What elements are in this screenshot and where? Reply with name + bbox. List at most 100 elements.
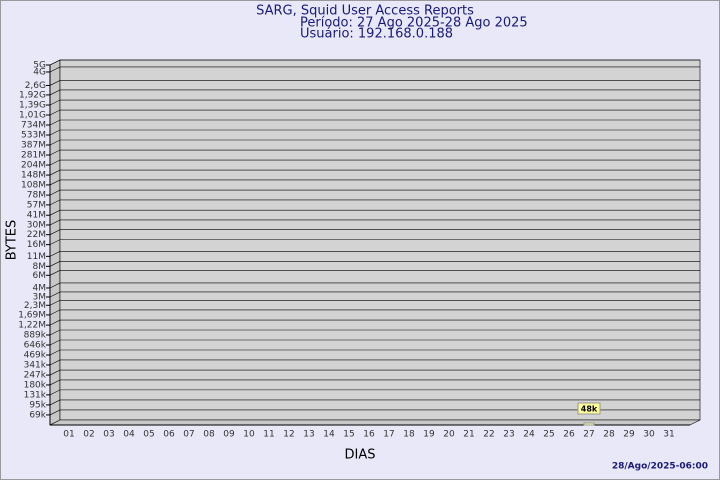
y-tick-label: 1,39G — [19, 101, 46, 111]
y-tick-label: 1,22M — [18, 321, 46, 331]
grid-line — [49, 99, 700, 106]
y-tick-label: 281M — [21, 151, 46, 161]
x-tick-label: 23 — [503, 430, 514, 440]
grid-line — [49, 389, 700, 396]
x-tick-label: 21 — [463, 430, 474, 440]
grid-line — [49, 149, 700, 156]
grid-line — [49, 269, 700, 276]
floor — [49, 419, 701, 426]
x-tick-label: 02 — [83, 430, 94, 440]
y-tick-label: 2,3M — [24, 301, 46, 311]
subtitle: Usuário: 192.168.0.188 — [300, 27, 453, 42]
grid-line — [49, 179, 700, 186]
y-tick-label: 57M — [27, 200, 46, 210]
x-tick-label: 08 — [203, 430, 215, 440]
y-tick-label: 247k — [24, 371, 47, 381]
y-tick-label: 1,01G — [19, 111, 46, 121]
grid-line — [49, 229, 700, 235]
x-tick-label: 22 — [483, 430, 494, 440]
y-tick-label: 131k — [24, 390, 47, 400]
y-tick-label: 646k — [24, 340, 47, 350]
grid-line — [49, 379, 700, 386]
y-tick-label: 1,69M — [18, 310, 46, 320]
x-tick-label: 18 — [403, 430, 415, 440]
y-tick-label: 95k — [29, 400, 46, 410]
y-tick-label: 30M — [27, 220, 46, 230]
grid-line — [49, 329, 700, 336]
grid-line — [49, 119, 700, 126]
y-tick-label: 78M — [27, 191, 46, 201]
x-tick-label: 24 — [523, 430, 535, 440]
grid-line — [49, 369, 700, 376]
x-tick-label: 27 — [583, 430, 594, 440]
grid-line — [49, 409, 700, 416]
x-tick-label: 31 — [663, 430, 674, 440]
x-tick-label: 16 — [363, 430, 375, 440]
grid-line — [49, 80, 700, 86]
x-tick-label: 04 — [123, 430, 135, 440]
x-tick-label: 12 — [283, 430, 294, 440]
grid-line — [49, 59, 700, 66]
y-tick-label: 180k — [24, 380, 47, 390]
y-tick-label: 2,6G — [25, 81, 46, 91]
x-tick-label: 30 — [643, 430, 655, 440]
grid-line — [49, 209, 700, 216]
grid-line — [49, 129, 700, 136]
y-tick-label: 533M — [21, 131, 46, 141]
grid-line — [49, 189, 700, 196]
x-tick-label: 17 — [383, 430, 394, 440]
x-tick-label: 26 — [563, 430, 575, 440]
y-tick-label: 22M — [27, 230, 46, 240]
bar — [583, 422, 595, 426]
y-tick-label: 734M — [21, 120, 46, 130]
y-tick-label: 6M — [33, 271, 47, 281]
grid-line — [49, 159, 700, 166]
x-tick-label: 19 — [423, 430, 435, 440]
grid-line — [49, 359, 700, 366]
y-tick-label: 469k — [24, 351, 47, 361]
y-tick-label: 148M — [21, 171, 46, 181]
footer: 28/Ago/2025-06:00 — [612, 462, 708, 472]
y-tick-label: 69k — [29, 410, 46, 420]
grid-line — [49, 239, 700, 245]
x-tick-label: 11 — [263, 430, 274, 440]
grid-line — [49, 169, 700, 176]
left-wall — [49, 59, 61, 426]
x-tick-label: 09 — [223, 430, 235, 440]
grid-line — [49, 139, 700, 146]
value-label-box — [577, 402, 601, 415]
x-tick-label: 20 — [443, 430, 455, 440]
y-tick-label: 16M — [27, 240, 46, 250]
y-tick-label: 11M — [27, 252, 46, 262]
grid-line — [49, 319, 700, 326]
x-tick-label: 01 — [63, 430, 74, 440]
grid-line — [49, 219, 700, 226]
x-tick-label: 06 — [163, 430, 175, 440]
x-tick-label: 05 — [143, 430, 154, 440]
x-tick-label: 07 — [183, 430, 194, 440]
grid-line — [49, 109, 700, 116]
y-tick-label: 108M — [21, 180, 46, 190]
y-tick-label: 204M — [21, 161, 46, 171]
chart-title: SARG, Squid User Access Reports — [256, 4, 474, 19]
y-tick-label: 41M — [27, 211, 46, 221]
x-tick-label: 13 — [303, 430, 314, 440]
grid-line — [49, 299, 700, 306]
x-tick-label: 15 — [343, 430, 354, 440]
x-tick-label: 25 — [543, 430, 554, 440]
grid-line — [49, 349, 700, 356]
y-tick-label: 4M — [33, 283, 47, 293]
y-tick-label: 3M — [33, 292, 47, 302]
grid-line — [49, 339, 700, 346]
x-tick-label: 28 — [603, 430, 615, 440]
grid-line — [49, 251, 700, 257]
grid-line — [49, 261, 700, 267]
plot-area — [59, 59, 701, 421]
y-tick-label: 341k — [24, 360, 47, 370]
subtitle: Período: 27 Ago 2025-28 Ago 2025 — [300, 16, 528, 31]
x-tick-label: 03 — [103, 430, 114, 440]
x-tick-label: 14 — [323, 430, 335, 440]
x-axis-label: DIAS — [345, 448, 376, 463]
grid-line — [49, 66, 700, 73]
